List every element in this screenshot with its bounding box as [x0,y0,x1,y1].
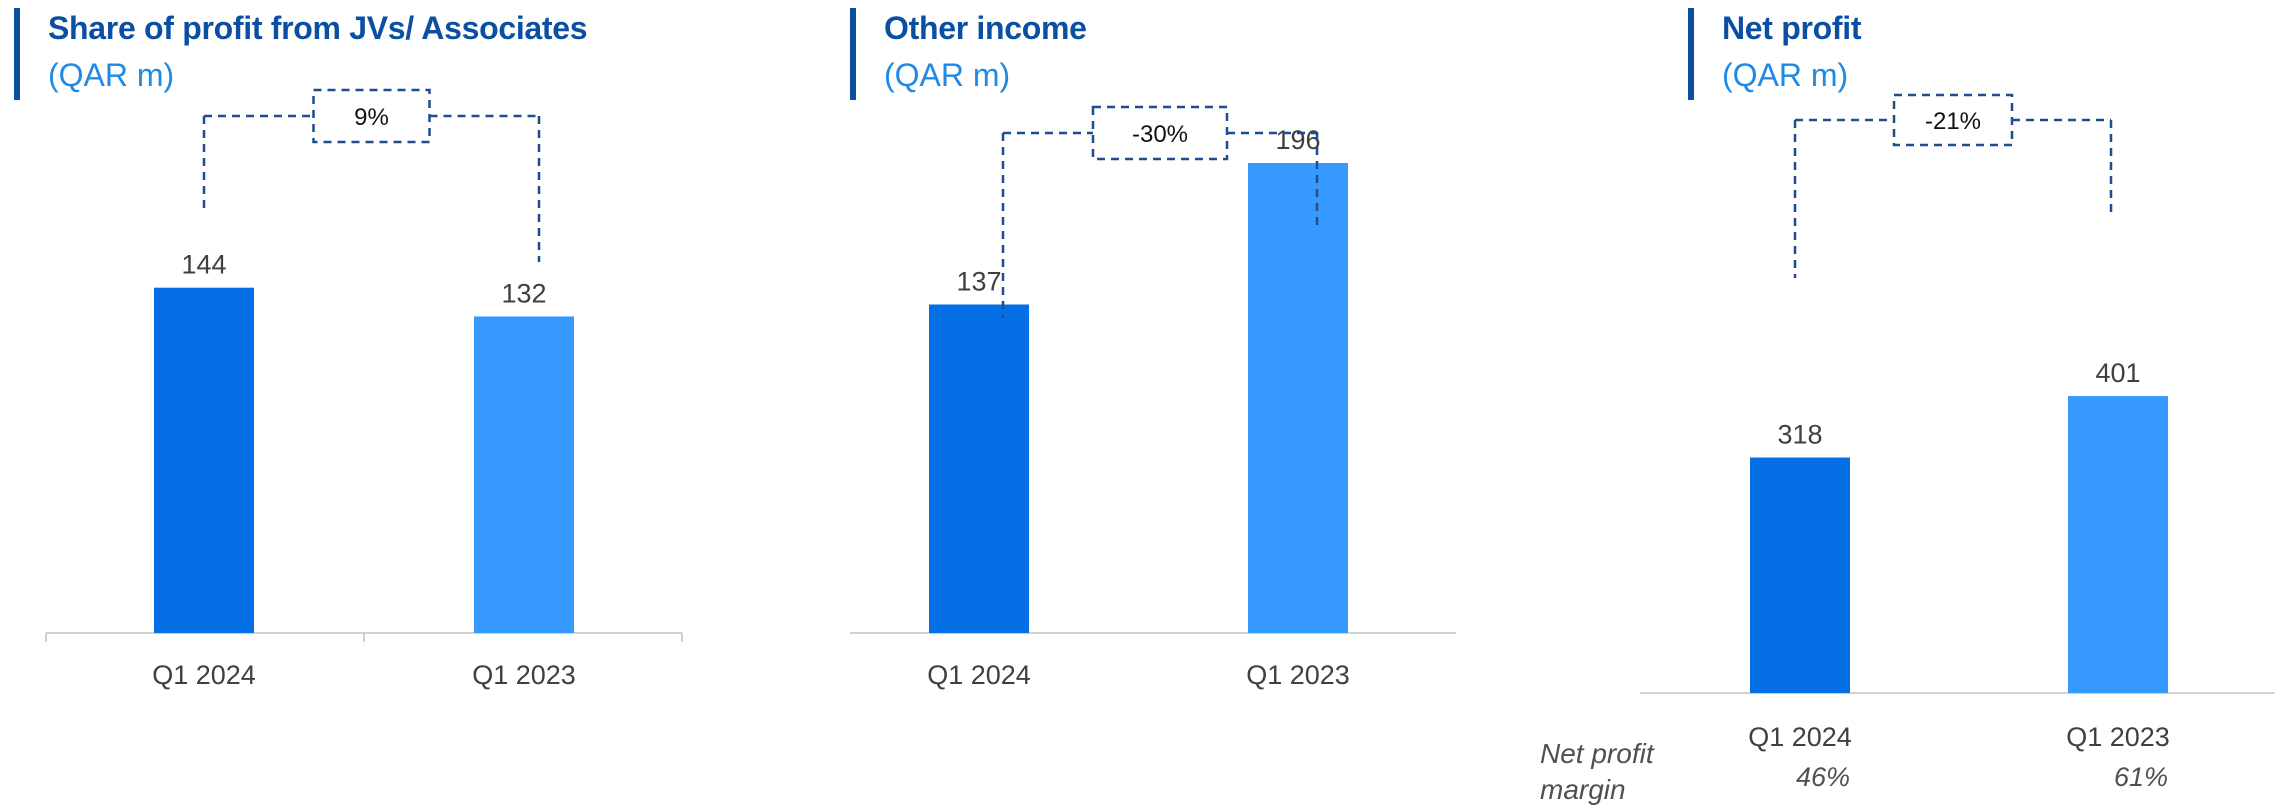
bar-chart-jv-share: 144 Q1 2024 132 Q1 2023 9% [45,88,683,690]
bar-chart-other-income: 137 Q1 2024 196 Q1 2023 -30% [850,105,1456,690]
change-box [312,88,431,144]
bar-chart-net-profit: 318 Q1 2024 401 Q1 2023 -21% 46% 61% [1640,93,2275,792]
bar [154,287,254,633]
bar [1248,162,1348,633]
bar [1750,457,1850,693]
chart-subtitle: (QAR m) [48,57,175,93]
bar-value-label: 144 [181,250,226,280]
category-label: Q1 2023 [2066,722,2170,752]
net-profit-margin-caption: Net profit margin [1540,738,1654,805]
bar-value-label: 132 [501,278,546,308]
change-percent-label: -21% [1925,108,1981,135]
chart-subtitle: (QAR m) [1722,57,1849,93]
bar-value-label: 401 [2095,358,2140,388]
category-label: Q1 2023 [1246,660,1350,690]
change-box [1091,105,1229,161]
chart-panel-other-income: Other income (QAR m) 137 Q1 2024 196 Q1 202… [850,0,1490,810]
bar [929,304,1029,633]
category-label: Q1 2024 [152,660,256,690]
chart-title: Share of profit from JVs/ Associates [48,10,588,46]
title-accent-bar [1688,8,1694,100]
chart-panel-jv-share: Share of profit from JVs/ Associates (QA… [14,0,694,810]
bar [474,316,574,633]
net-profit-margin-value: 61% [2114,762,2168,792]
title-accent-bar [850,8,856,100]
bar-value-label: 196 [1275,125,1320,155]
category-label: Q1 2024 [1748,722,1852,752]
bar-value-label: 318 [1777,420,1822,450]
bar [2068,396,2168,693]
chart-title: Other income [884,10,1087,46]
chart-title: Net profit [1722,10,1862,46]
chart-subtitle: (QAR m) [884,57,1011,93]
change-percent-label: -30% [1132,121,1188,148]
change-percent-label: 9% [354,104,389,131]
title-accent-bar [14,8,20,100]
category-label: Q1 2023 [472,660,576,690]
change-box [1892,93,2014,147]
bar-value-label: 137 [956,266,1001,296]
net-profit-margin-value: 46% [1796,762,1850,792]
chart-panel-net-profit: Net profit (QAR m) 318 Q1 2024 401 Q1 2023 -… [1540,0,2275,810]
category-label: Q1 2024 [927,660,1031,690]
